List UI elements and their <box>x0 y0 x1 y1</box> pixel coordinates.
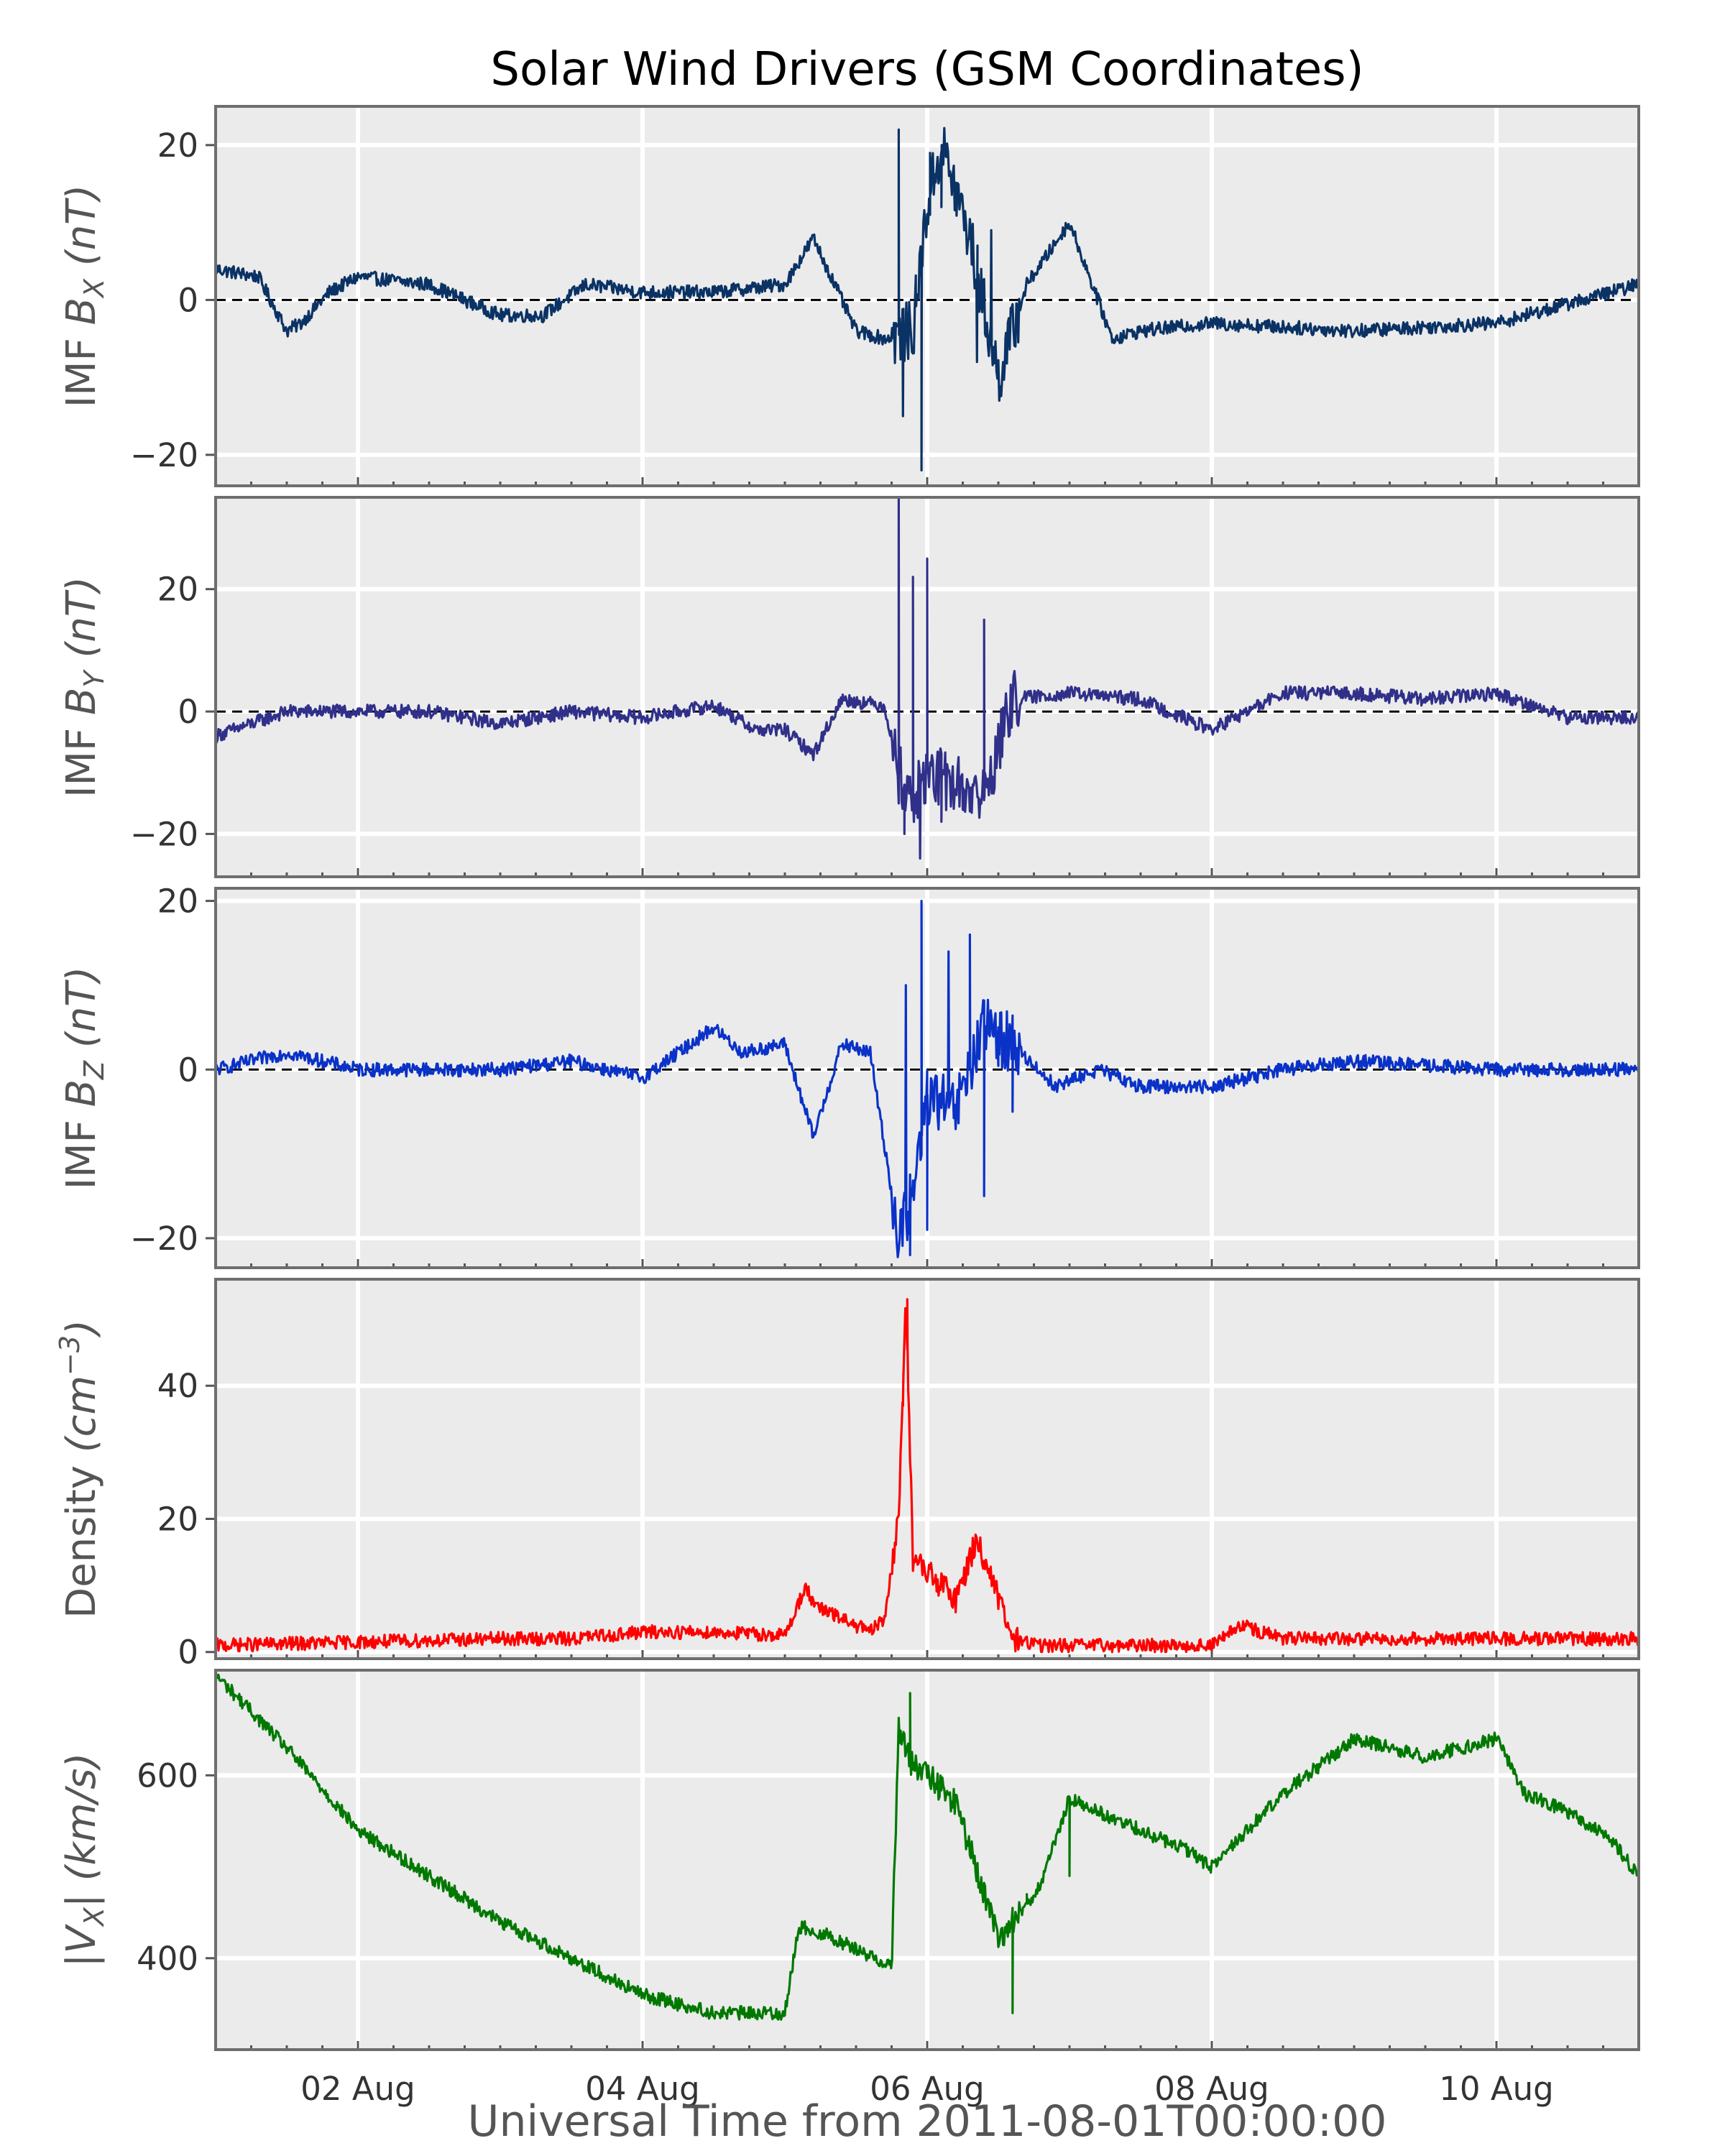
y-axis-label: Density (cm−3) <box>54 1319 105 1618</box>
x-tick-label: 04 Aug <box>585 2070 699 2108</box>
y-tick-label: 400 <box>137 1940 198 1978</box>
x-tick-label: 06 Aug <box>870 2070 984 2108</box>
data-series-line <box>216 126 1639 471</box>
chart-panel-1: −20 0 20 IMF BX (nT) <box>58 105 1640 487</box>
y-tick-label: 40 <box>157 1367 198 1405</box>
chart-panel-3: −20 0 20 IMF BZ (nT) <box>58 883 1640 1269</box>
chart-panel-2: −20 0 20 IMF BY (nT) <box>58 496 1640 878</box>
y-axis-label: IMF BY (nT) <box>58 576 110 798</box>
plot-frame <box>214 887 1640 1269</box>
y-tick-label: 0 <box>178 1051 198 1089</box>
y-axis-label: IMF BX (nT) <box>58 185 110 408</box>
x-tick-labels: 02 Aug 04 Aug 06 Aug 08 Aug 10 Aug <box>300 2070 1553 2108</box>
chart-title: Solar Wind Drivers (GSM Coordinates) <box>490 43 1363 96</box>
y-tick-label: 20 <box>157 1500 198 1538</box>
y-tick-label: 0 <box>178 693 198 731</box>
plot-frame <box>214 105 1640 487</box>
y-tick-label: 20 <box>157 571 198 609</box>
x-tick-label: 10 Aug <box>1439 2070 1553 2108</box>
plot-frame <box>214 1669 1640 2051</box>
y-tick-label: 0 <box>178 281 198 319</box>
y-tick-label: −20 <box>130 1220 198 1258</box>
data-series-line <box>216 1298 1639 1654</box>
y-tick-label: −20 <box>130 436 198 474</box>
plot-frame <box>214 496 1640 878</box>
y-tick-label: 20 <box>157 883 198 921</box>
y-tick-label: 20 <box>157 126 198 165</box>
x-tick-label: 08 Aug <box>1154 2070 1269 2108</box>
y-tick-label: −20 <box>130 815 198 853</box>
y-axis-label: IMF BZ (nT) <box>58 967 110 1190</box>
plot-frame <box>214 1278 1640 1660</box>
chart-panel-4: 0 20 40 Density (cm−3) <box>54 1278 1640 1672</box>
y-tick-label: 600 <box>137 1756 198 1795</box>
chart-panel-5: 400 600 |VX| (km/s) <box>58 1669 1640 2051</box>
y-axis-label: |VX| (km/s) <box>58 1753 110 1968</box>
data-series-line <box>216 900 1639 1258</box>
y-tick-label: 0 <box>178 1634 198 1672</box>
x-tick-label: 02 Aug <box>300 2070 415 2108</box>
x-axis-label: Universal Time from 2011-08-01T00:00:00 <box>468 2096 1387 2147</box>
data-series-line <box>216 1670 1639 2021</box>
chart-panels: −20 0 20 IMF BX (nT) −20 0 20 IMF BY (nT) −20 0 20… <box>54 105 1640 2051</box>
data-series-line <box>216 497 1639 860</box>
